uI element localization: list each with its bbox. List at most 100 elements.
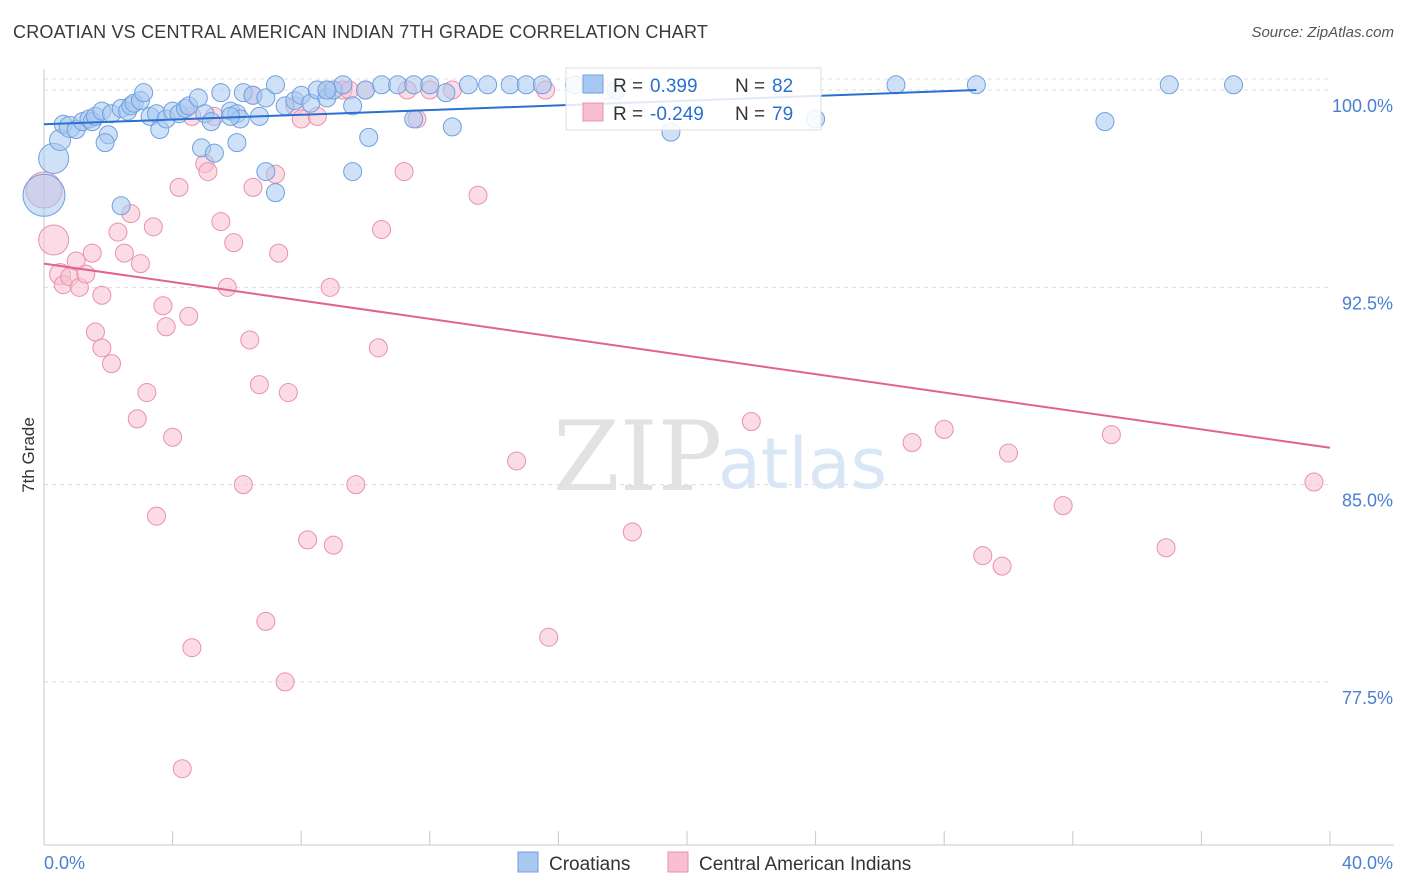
croatians-point xyxy=(22,173,66,217)
central-american-indians-point xyxy=(973,546,993,566)
n-label: N = xyxy=(735,104,765,125)
y-axis-title: 7th Grade xyxy=(19,417,38,493)
central-american-indians-point xyxy=(346,475,366,495)
central-american-indians-point xyxy=(256,611,276,631)
central-american-indians-point xyxy=(992,556,1012,576)
croatians-point xyxy=(204,143,224,163)
watermark: ZIP atlas xyxy=(553,401,887,513)
croatians-point xyxy=(1224,75,1244,95)
central-american-indians-point xyxy=(211,212,231,232)
central-american-indians-point xyxy=(1053,496,1073,516)
croatians-point xyxy=(388,75,408,95)
croatians-point xyxy=(343,96,363,116)
central-american-indians-point xyxy=(182,638,202,658)
central-american-indians-point xyxy=(368,338,388,358)
croatians-point xyxy=(211,83,231,103)
croatians-point xyxy=(436,83,456,103)
legend-croatians-label: Croatians xyxy=(549,854,630,875)
central-american-indians-point xyxy=(243,177,263,197)
central-american-indians-point xyxy=(92,285,112,305)
central-american-indians-point xyxy=(298,530,318,550)
central-american-indians-point xyxy=(291,109,311,129)
central-american-indians-point xyxy=(224,233,244,253)
croatians-point xyxy=(372,75,392,95)
croatians-point xyxy=(532,75,552,95)
central-american-indians-point xyxy=(198,162,218,182)
croatians-point xyxy=(420,75,440,95)
croatians-point xyxy=(404,109,424,129)
central-american-indians-point xyxy=(320,277,340,297)
central-american-indians-point xyxy=(153,296,173,316)
central-american-indians-point xyxy=(179,306,199,326)
central-american-indians-point xyxy=(172,759,192,779)
central-american-indians-point xyxy=(66,251,86,271)
central-american-indians-point xyxy=(114,243,134,263)
croatians-point xyxy=(886,75,906,95)
central-american-indians-point xyxy=(741,411,761,431)
central-american-indians-trend-line xyxy=(43,262,1331,449)
croatians-point xyxy=(201,112,221,132)
croatians-point xyxy=(500,75,520,95)
r-value: 0.399 xyxy=(650,76,698,97)
central-american-indians-point xyxy=(323,535,343,555)
r-label: R = xyxy=(613,104,643,125)
stats-legend-swatch xyxy=(582,102,604,122)
croatians-point xyxy=(1095,112,1115,132)
croatians-point xyxy=(516,75,536,95)
legend-central-american-indians-swatch xyxy=(667,851,689,873)
central-american-indians-point xyxy=(163,427,183,447)
central-american-indians-point xyxy=(902,433,922,453)
chart-title: CROATIAN VS CENTRAL AMERICAN INDIAN 7TH … xyxy=(13,22,709,42)
central-american-indians-point xyxy=(82,243,102,263)
n-label: N = xyxy=(735,76,765,97)
croatians-point xyxy=(111,196,131,216)
y-tick-label: 92.5% xyxy=(1342,293,1393,313)
central-american-indians-point xyxy=(278,383,298,403)
central-american-indians-point xyxy=(137,383,157,403)
central-american-indians-point xyxy=(38,224,70,256)
stats-legend: R = 0.399 N = 82 R = -0.249 N = 79 xyxy=(565,67,822,131)
y-tick-label: 77.5% xyxy=(1342,688,1393,708)
croatians-point xyxy=(478,75,498,95)
central-american-indians-point xyxy=(127,409,147,429)
croatians-point xyxy=(458,75,478,95)
croatians-point xyxy=(359,127,379,147)
grid-layer xyxy=(44,78,1330,683)
y-tick-label: 100.0% xyxy=(1332,96,1393,116)
watermark-zip: ZIP xyxy=(553,401,722,513)
central-american-indians-point xyxy=(92,338,112,358)
legend-central-american-indians-label: Central American Indians xyxy=(699,854,911,875)
r-value: -0.249 xyxy=(650,104,704,125)
croatians-point xyxy=(265,75,285,95)
central-american-indians-point xyxy=(147,506,167,526)
croatians-point xyxy=(95,133,115,153)
central-american-indians-point xyxy=(468,185,488,205)
n-value: 82 xyxy=(772,76,793,97)
n-value: 79 xyxy=(772,104,793,125)
stats-legend-frame xyxy=(565,67,822,131)
central-american-indians-point xyxy=(934,419,954,439)
central-american-indians-point xyxy=(1156,538,1176,558)
croatians-point xyxy=(227,133,247,153)
series-legend: Croatians Central American Indians xyxy=(517,851,911,875)
stats-legend-swatch xyxy=(582,74,604,94)
croatians-point xyxy=(317,80,337,100)
central-american-indians-point xyxy=(1304,472,1324,492)
central-american-indians-point xyxy=(622,522,642,542)
central-american-indians-point xyxy=(507,451,527,471)
croatians-point xyxy=(265,183,285,203)
central-american-indians-point xyxy=(130,254,150,274)
central-american-indians-point xyxy=(102,354,122,374)
croatians-point xyxy=(442,117,462,137)
legend-croatians-swatch xyxy=(517,851,539,873)
central-american-indians-point xyxy=(143,217,163,237)
central-american-indians-point xyxy=(394,162,414,182)
croatians-point xyxy=(404,75,424,95)
central-american-indians-point xyxy=(372,219,392,239)
croatians-point xyxy=(343,162,363,182)
central-american-indians-point xyxy=(169,177,189,197)
central-american-indians-point xyxy=(233,475,253,495)
watermark-atlas: atlas xyxy=(718,423,887,505)
central-american-indians-point xyxy=(275,672,295,692)
